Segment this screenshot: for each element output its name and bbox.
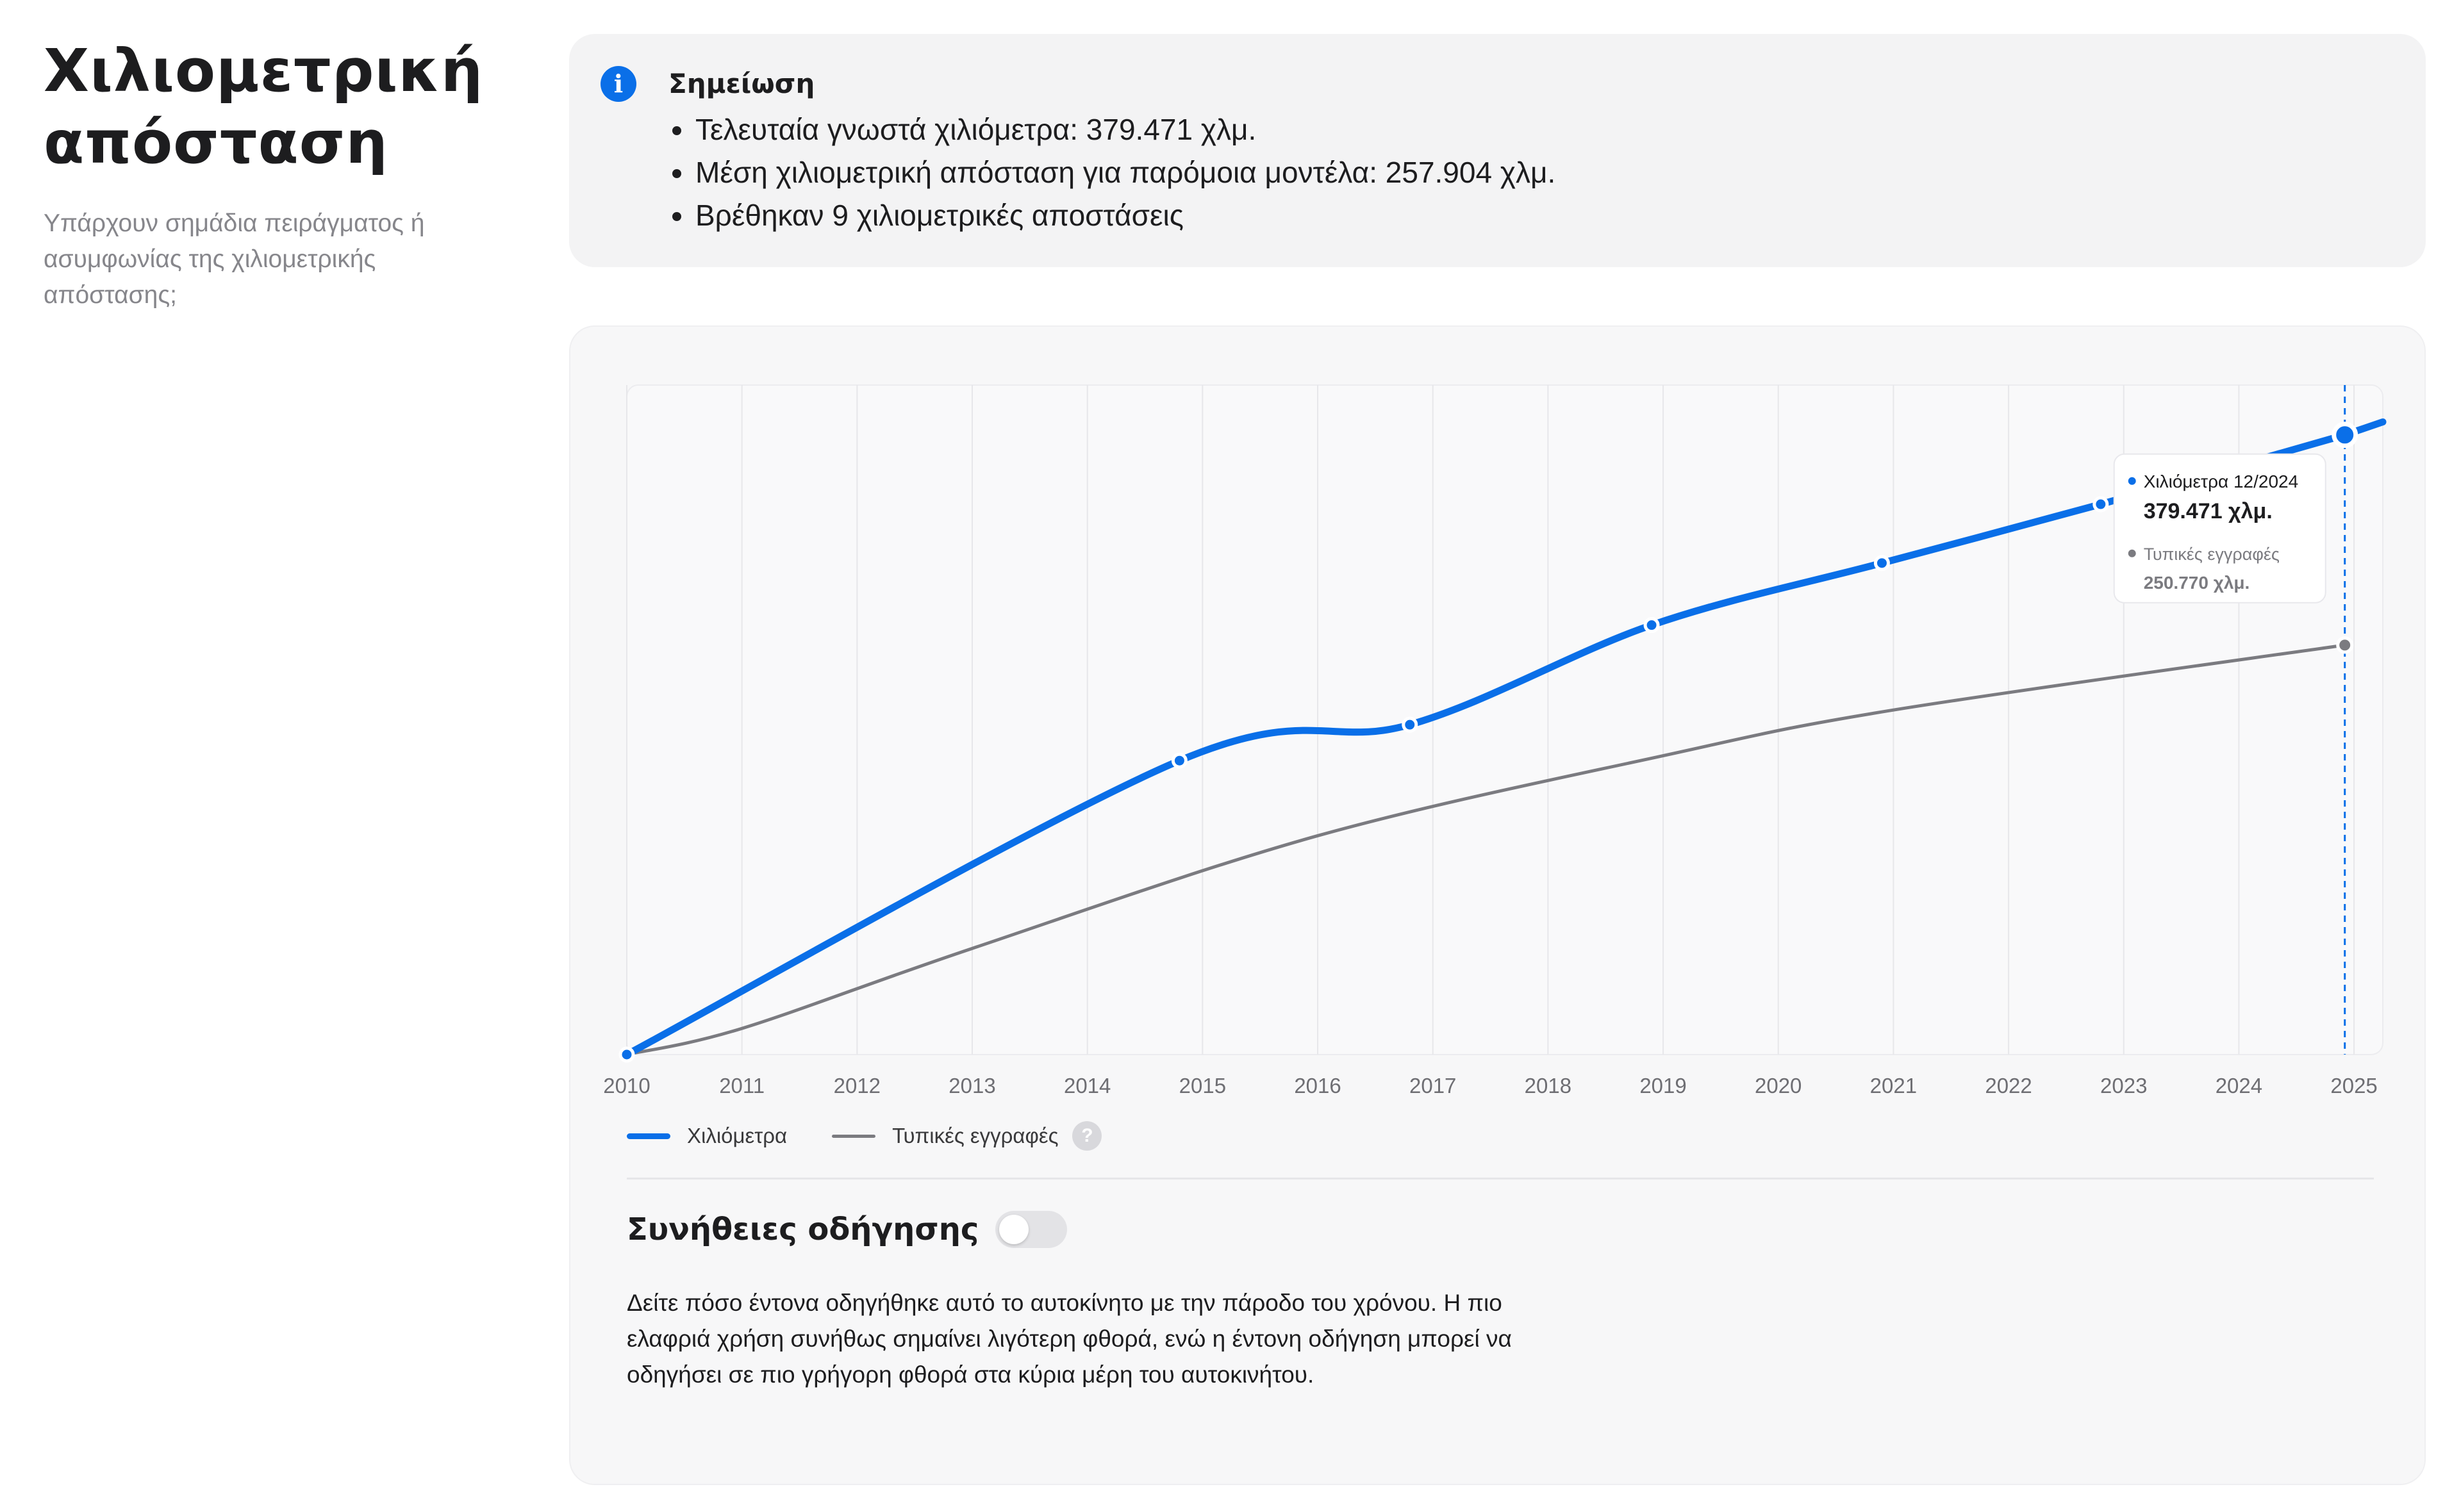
x-tick-label: 2025 [2330,1074,2377,1097]
x-tick-label: 2014 [1064,1074,1111,1097]
x-tick-label: 2013 [949,1074,995,1097]
mileage-chart-card: 2010 2011 2012 2013 2014 2015 2016 2017 2018 2019… [569,325,2426,1485]
x-tick-label: 2022 [1985,1074,2032,1097]
note-item-last-km: Τελευταία γνωστά χιλιόμετρα: 379.471 χλμ… [668,108,1555,151]
note-item-records-found: Βρέθηκαν 9 χιλιομετρικές αποστάσεις [668,194,1555,237]
data-point-mileage[interactable] [1402,716,1418,733]
x-tick-label: 2017 [1409,1074,1456,1097]
chart-legend: Χιλιόμετρα Τυπικές εγγραφές ? [627,1121,1102,1151]
driving-habits-title: Συνήθειες οδήγησης [627,1212,979,1247]
x-tick-label: 2023 [2100,1074,2147,1097]
data-point-mileage[interactable] [2332,422,2358,448]
info-icon: i [601,66,636,102]
x-tick-label: 2010 [603,1074,650,1097]
x-tick-label: 2015 [1179,1074,1226,1097]
tooltip-label-mileage: Χιλιόμετρα 12/2024 [2144,472,2298,491]
mileage-chart[interactable]: 2010 2011 2012 2013 2014 2015 2016 2017 2018 2019… [570,327,2427,1486]
legend-item-mileage[interactable]: Χιλιόμετρα [627,1124,787,1148]
tooltip-label-typical: Τυπικές εγγραφές [2144,545,2280,564]
x-tick-label: 2011 [719,1074,765,1097]
note-list: Τελευταία γνωστά χιλιόμετρα: 379.471 χλμ… [668,108,1555,237]
tooltip-value-typical: 250.770 χλμ. [2144,573,2250,593]
header: Χιλιομετρική απόσταση Υπάρχουν σημάδια π… [44,35,505,313]
x-tick-label: 2016 [1294,1074,1341,1097]
driving-habits-description: Δείτε πόσο έντονα οδηγήθηκε αυτό το αυτο… [627,1290,1512,1388]
tooltip-dot-mileage [2128,477,2136,485]
x-tick-label: 2021 [1870,1074,1917,1097]
legend-label-typical: Τυπικές εγγραφές [892,1124,1059,1147]
tooltip-value-mileage: 379.471 χλμ. [2144,499,2273,523]
series-line-typical [625,643,2347,1056]
data-point-mileage[interactable] [1873,555,1890,571]
help-icon[interactable]: ? [1072,1121,1102,1151]
divider [627,1178,2374,1179]
driving-habits-toggle[interactable] [995,1211,1068,1248]
x-tick-label: 2012 [834,1074,881,1097]
note-item-average-km: Μέση χιλιομετρική απόσταση για παρόμοια … [668,151,1555,194]
data-point-typical[interactable] [2336,636,2354,654]
note-title: Σημείωση [668,68,815,99]
x-tick-label: 2024 [2216,1074,2262,1097]
toggle-knob [999,1215,1029,1244]
data-point-mileage[interactable] [1171,752,1188,769]
data-point-mileage[interactable] [1643,617,1660,634]
x-tick-label: 2018 [1525,1074,1571,1097]
x-tick-label: 2019 [1639,1074,1686,1097]
driving-habits-header: Συνήθειες οδήγησης [627,1211,1068,1248]
x-tick-label: 2020 [1755,1074,1802,1097]
data-point-mileage[interactable] [2092,496,2109,513]
page-title: Χιλιομετρική απόσταση [44,37,484,177]
legend-swatch-mileage [627,1133,670,1139]
tooltip-dot-typical [2128,549,2136,557]
legend-item-typical[interactable]: Τυπικές εγγραφές ? [832,1121,1102,1151]
legend-swatch-typical [832,1134,876,1138]
legend-label-mileage: Χιλιόμετρα [687,1124,788,1147]
data-point-mileage[interactable] [618,1046,635,1063]
page-subtitle: Υπάρχουν σημάδια πειράγματος ή ασυμφωνία… [44,210,425,309]
tooltip [2113,453,2326,604]
note-card: i Σημείωση Τελευταία γνωστά χιλιόμετρα: … [569,34,2426,267]
